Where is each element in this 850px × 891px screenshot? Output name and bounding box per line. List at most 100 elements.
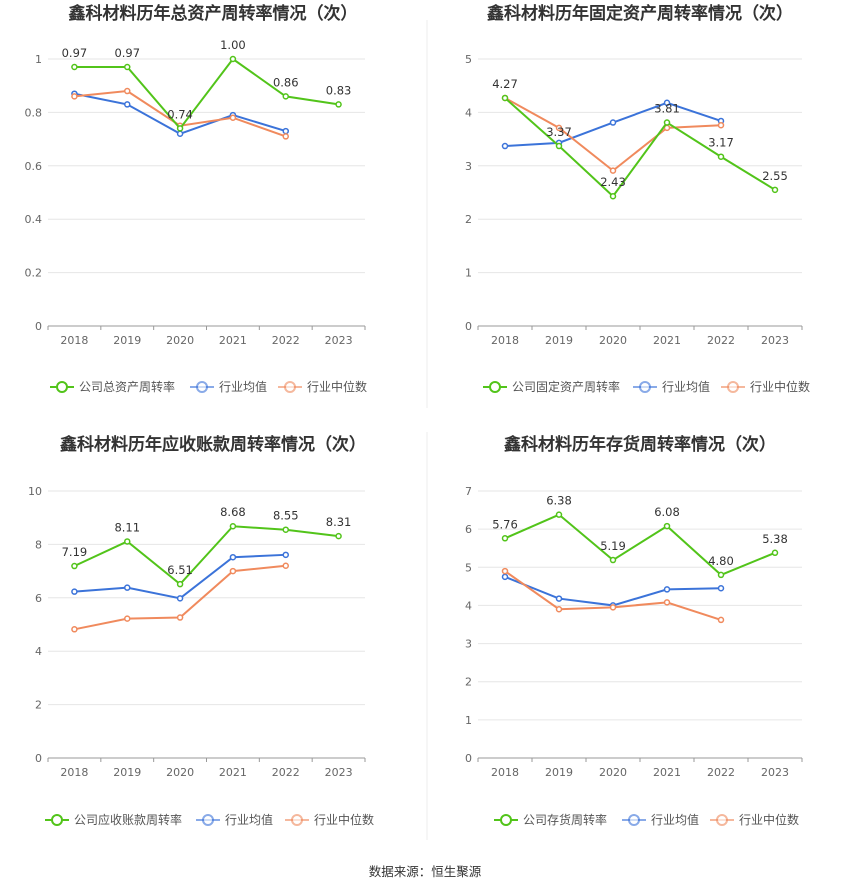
data-point: [176, 614, 184, 621]
chart-title: 鑫科材料历年应收账款周转率情况（次）: [59, 434, 366, 455]
data-point: [124, 615, 131, 622]
legend-marker: [291, 814, 303, 826]
data-point: [609, 119, 617, 126]
x-tick-label: 2019: [113, 766, 141, 779]
y-tick-label: 6: [465, 523, 472, 536]
legend-item-3: 行业中位数: [285, 812, 374, 827]
x-tick-label: 2023: [761, 766, 789, 779]
data-label: 2.55: [762, 169, 788, 183]
legend-label: 行业中位数: [739, 812, 799, 827]
y-tick-label: 8: [35, 538, 42, 551]
legend-label: 行业均值: [225, 812, 273, 827]
data-label: 3.81: [654, 102, 680, 116]
data-point: [609, 604, 617, 611]
series-line-3: [504, 570, 722, 621]
data-point: [71, 63, 78, 71]
data-label: 3.17: [708, 136, 734, 150]
data-label: 0.74: [167, 107, 193, 121]
data-point: [229, 114, 237, 121]
legend-item-1: 公司固定资产周转率: [483, 379, 620, 394]
x-tick-label: 2022: [272, 334, 300, 347]
x-tick-label: 2020: [599, 334, 627, 347]
chart-title: 鑫科材料历年总资产周转率情况（次）: [68, 3, 358, 24]
data-label: 3.37: [546, 125, 572, 139]
data-point: [663, 599, 671, 606]
data-point: [124, 538, 131, 545]
data-point: [229, 522, 237, 530]
x-tick-label: 2021: [653, 334, 681, 347]
x-tick-label: 2020: [166, 766, 194, 779]
x-tick-label: 2020: [599, 766, 627, 779]
x-tick-label: 2023: [325, 766, 353, 779]
data-point: [501, 573, 509, 581]
data-point: [663, 522, 671, 530]
data-label: 5.38: [762, 532, 788, 546]
y-tick-label: 3: [465, 638, 472, 651]
data-point: [609, 192, 617, 200]
data-point: [124, 87, 131, 95]
data-point: [555, 595, 563, 602]
legend-label: 行业均值: [662, 379, 710, 394]
data-label: 6.51: [167, 563, 193, 577]
y-tick-label: 7: [465, 485, 472, 498]
data-point: [771, 549, 779, 557]
data-label: 7.19: [62, 545, 88, 559]
legend-item-1: 公司存货周转率: [494, 812, 607, 827]
y-tick-label: 0.2: [25, 267, 43, 280]
y-tick-label: 5: [465, 53, 472, 66]
series-line-1: [74, 57, 339, 131]
data-label: 4.27: [492, 77, 518, 91]
data-label: 8.31: [326, 515, 352, 529]
data-point: [663, 586, 671, 593]
data-label: 8.68: [220, 505, 246, 519]
y-tick-label: 2: [465, 213, 472, 226]
data-point: [555, 142, 563, 150]
legend-marker: [716, 814, 728, 826]
data-label: 5.19: [600, 539, 626, 553]
data-label: 5.76: [492, 517, 518, 531]
data-point: [501, 142, 509, 150]
data-source-note: 数据来源：恒生聚源: [369, 864, 482, 879]
data-point: [176, 580, 184, 588]
chart-1: 鑫科材料历年总资产周转率情况（次） 0 0.2 0.4 0.6 0.8 1 2018 2019 2…: [25, 3, 368, 394]
data-point: [176, 125, 184, 132]
legend-item-1: 公司应收账款周转率: [45, 812, 182, 827]
data-label: 6.08: [654, 505, 680, 519]
y-tick-label: 4: [465, 106, 472, 119]
legend-item-2: 行业均值: [190, 379, 267, 394]
data-label: 8.55: [273, 509, 299, 523]
legend-item-3: 行业中位数: [721, 379, 810, 394]
data-point: [501, 567, 509, 575]
legend-item-2: 行业均值: [196, 812, 273, 827]
y-tick-label: 0.8: [25, 106, 43, 119]
data-point: [501, 94, 509, 102]
chart-3: 鑫科材料历年应收账款周转率情况（次） 0 2 4 6 8 10 2018 2019 2020 202…: [28, 434, 374, 827]
data-point: [335, 532, 342, 540]
x-tick-label: 2019: [545, 334, 573, 347]
legend-label: 行业中位数: [307, 379, 367, 394]
y-tick-label: 1: [465, 267, 472, 280]
data-point: [717, 153, 725, 160]
y-tick-label: 3: [465, 160, 472, 173]
series-line-3: [504, 97, 722, 172]
data-point: [229, 55, 237, 63]
y-tick-label: 4: [465, 599, 472, 612]
data-point: [717, 571, 725, 579]
data-label: 0.97: [114, 46, 140, 60]
data-point: [717, 616, 725, 624]
data-point: [609, 556, 617, 564]
data-label: 0.86: [273, 75, 299, 89]
data-point: [282, 562, 289, 570]
x-tick-label: 2021: [219, 334, 247, 347]
y-tick-label: 0: [465, 752, 472, 765]
legend-label: 公司总资产周转率: [79, 379, 175, 394]
data-point: [71, 93, 78, 100]
data-point: [555, 124, 563, 132]
y-tick-label: 4: [35, 645, 42, 658]
data-point: [717, 585, 725, 592]
x-tick-label: 2020: [166, 334, 194, 347]
y-tick-label: 0: [35, 320, 42, 333]
legend-item-2: 行业均值: [633, 379, 710, 394]
data-point: [335, 101, 342, 108]
